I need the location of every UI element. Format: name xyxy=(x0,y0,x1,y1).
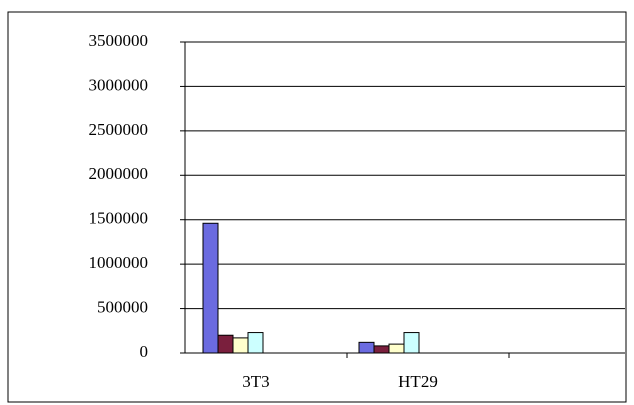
x-tick-label: HT29 xyxy=(398,372,438,391)
y-tick-label: 0 xyxy=(140,342,149,361)
bar xyxy=(202,222,219,354)
y-tick-label: 1500000 xyxy=(89,209,149,228)
y-tick-label: 1000000 xyxy=(89,253,149,272)
x-tick-label: 3T3 xyxy=(242,372,269,391)
bar xyxy=(373,345,390,354)
y-tick-label: 500000 xyxy=(97,297,148,316)
bar xyxy=(388,343,405,354)
bar xyxy=(232,337,249,354)
chart-frame xyxy=(7,11,627,403)
y-tick-label: 3000000 xyxy=(89,75,149,94)
y-tick-label: 2000000 xyxy=(89,164,149,183)
bar xyxy=(247,332,264,354)
y-tick-label: 2500000 xyxy=(89,120,149,139)
bar xyxy=(217,334,234,354)
y-tick-label: 3500000 xyxy=(89,31,149,50)
bar xyxy=(358,341,375,354)
bar xyxy=(403,332,420,354)
